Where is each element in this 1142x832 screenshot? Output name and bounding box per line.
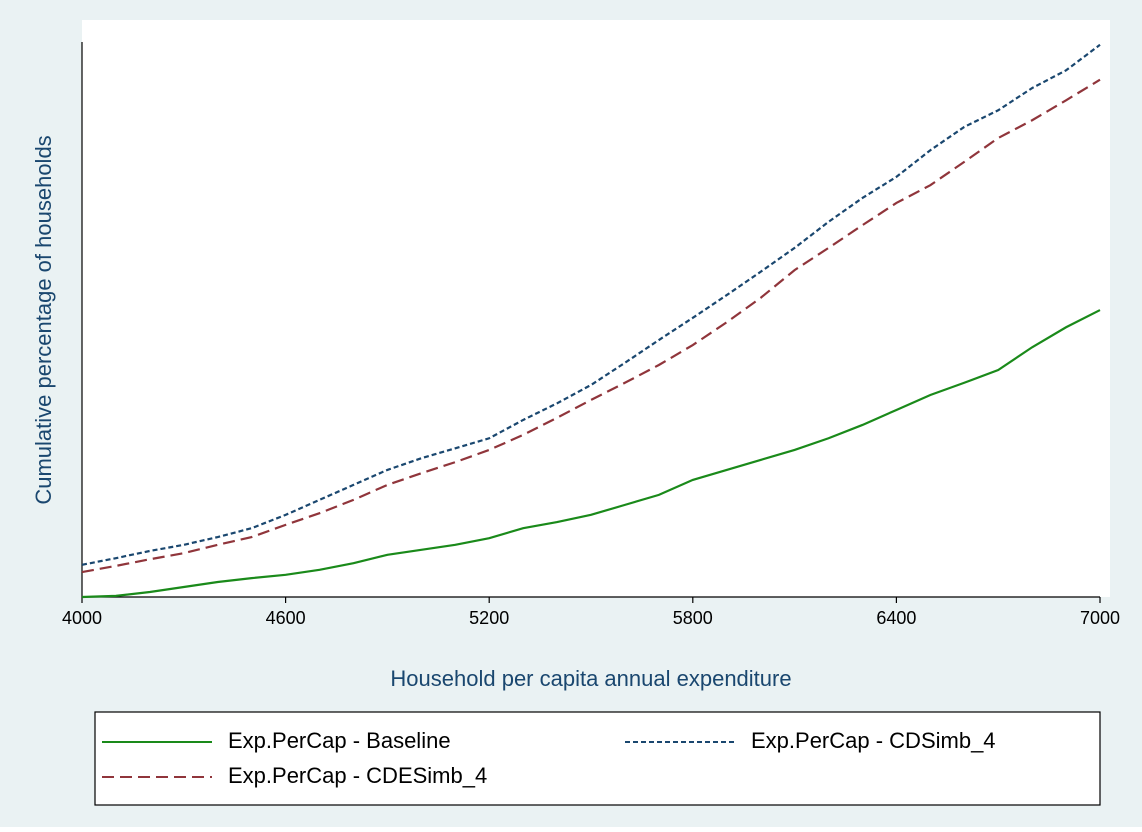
x-tick-label: 4600 [266, 608, 306, 628]
y-axis-label: Cumulative percentage of households [31, 135, 56, 504]
legend [94, 711, 1101, 806]
x-tick-label: 7000 [1080, 608, 1120, 628]
series-line [81, 43, 1101, 566]
series-line [81, 78, 1101, 574]
legend-label: Exp.PerCap - CDSimb_4 [751, 728, 996, 753]
legend-label: Exp.PerCap - Baseline [228, 728, 451, 753]
x-tick-label: 6400 [876, 608, 916, 628]
series-line [81, 309, 1101, 599]
x-tick-label: 4000 [62, 608, 102, 628]
x-tick-label: 5200 [469, 608, 509, 628]
plot-area [82, 20, 1110, 597]
x-axis-label: Household per capita annual expenditure [390, 666, 791, 691]
x-tick-label: 5800 [673, 608, 713, 628]
legend-label: Exp.PerCap - CDESimb_4 [228, 763, 487, 788]
